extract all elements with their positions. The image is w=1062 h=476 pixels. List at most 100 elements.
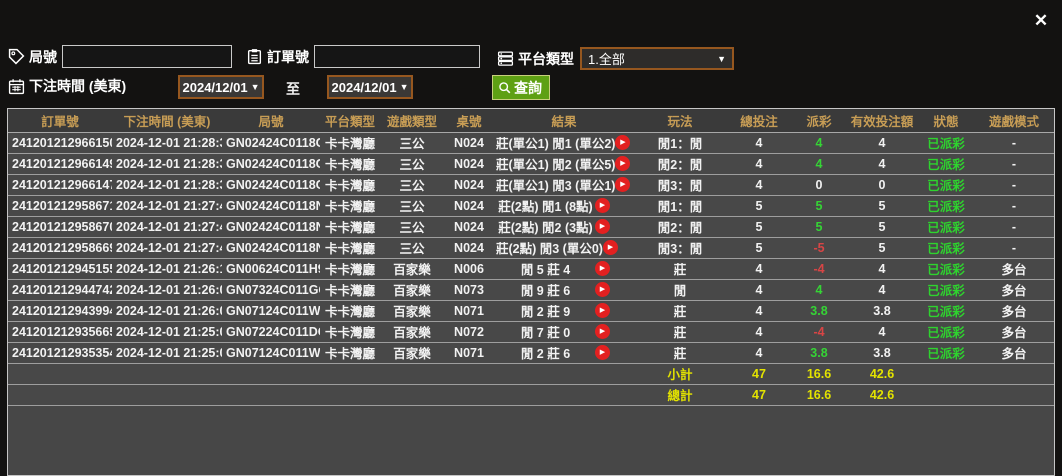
cell-round-no: GN02424C0118N (222, 237, 320, 259)
platform-select[interactable]: 1.全部 ▼ (580, 47, 734, 70)
cell-bet-time: 2024-12-01 21:26:10 (112, 258, 222, 280)
cell-game-type: 三公 (380, 237, 444, 259)
column-header: 訂單號 (8, 109, 112, 133)
cell-table-no: N071 (444, 300, 494, 322)
date-to-picker[interactable]: 2024/12/01 ▼ (327, 75, 413, 99)
replay-button[interactable]: ▶ (595, 261, 610, 276)
chevron-down-icon: ▼ (399, 82, 409, 92)
cell-table-no: N024 (444, 174, 494, 196)
close-button[interactable]: ✕ (1030, 10, 1052, 32)
cell-play-type: 閒1：閒 (634, 195, 726, 217)
column-header: 派彩 (792, 109, 846, 133)
replay-button[interactable]: ▶ (615, 177, 631, 192)
cell-play-type: 閒2：閒 (634, 216, 726, 238)
cell-order-no: 241201212966149 (8, 153, 112, 175)
replay-button[interactable]: ▶ (595, 303, 610, 318)
subtotal-row-total-bet: 47 (726, 363, 792, 385)
cell-valid-bet: 4 (846, 153, 918, 175)
bet-records-table: 訂單號 下注時間 (美東) 局號 平台類型 遊戲類型 桌號 結果 玩法 總投注 派彩 有效投注額 狀態… (8, 109, 1054, 406)
tag-icon (8, 48, 25, 65)
cell-play-type: 閒1：閒 (634, 132, 726, 154)
bet-records-panel: 訂單號 下注時間 (美東) 局號 平台類型 遊戲類型 桌號 結果 玩法 總投注 派彩 有效投注額 狀態… (7, 108, 1055, 476)
cell-platform: 卡卡灣廳 (320, 258, 380, 280)
round-number-input[interactable] (62, 45, 232, 68)
column-header: 局號 (222, 109, 320, 133)
cell-round-no: GN00624C011H9 (222, 258, 320, 280)
cell-status: 已派彩 (918, 300, 974, 322)
cell-play-type: 閒2：閒 (634, 153, 726, 175)
chevron-down-icon: ▼ (717, 53, 726, 64)
cell-game-type: 三公 (380, 132, 444, 154)
column-header: 有效投注額 (846, 109, 918, 133)
cell-result: 莊(單公1) 閒1 (單公2) ▶ (494, 132, 634, 154)
cell-total-bet: 4 (726, 321, 792, 343)
cell-total-bet: 5 (726, 195, 792, 217)
cell-valid-bet: 4 (846, 279, 918, 301)
cell-table-no: N024 (444, 153, 494, 175)
table-body: 241201212966150 2024-12-01 21:28:35 GN0242… (8, 132, 1054, 406)
cell-round-no: GN02424C0118N (222, 195, 320, 217)
cell-bet-time: 2024-12-01 21:28:35 (112, 153, 222, 175)
order-number-label: 訂單號 (267, 48, 309, 65)
bet-time-label: 下注時間 (美東) (29, 78, 127, 94)
search-button[interactable]: 查詢 (492, 75, 550, 100)
cell-bet-time: 2024-12-01 21:25:06 (112, 342, 222, 364)
replay-button[interactable]: ▶ (615, 135, 631, 150)
table-row: 241201212943994 2024-12-01 21:26:03 GN0712… (8, 300, 1054, 322)
cell-round-no: GN07124C011WU (222, 300, 320, 322)
cell-play-type: 莊 (634, 342, 726, 364)
replay-button[interactable]: ▶ (602, 240, 618, 255)
cell-order-no: 241201212945155 (8, 258, 112, 280)
replay-button[interactable]: ▶ (595, 345, 610, 360)
cell-mode: 多台 (974, 279, 1054, 301)
date-from-value: 2024/12/01 (182, 79, 248, 95)
grand-total-row-valid-bet: 42.6 (846, 384, 918, 406)
replay-button[interactable]: ▶ (615, 156, 631, 171)
result-text: 莊(單公1) 閒2 (單公5) (496, 158, 616, 172)
cell-order-no: 241201212958671 (8, 195, 112, 217)
cell-payout: 4 (792, 132, 846, 154)
cell-valid-bet: 3.8 (846, 342, 918, 364)
result-text: 莊(單公1) 閒3 (單公1) (496, 179, 616, 193)
replay-button[interactable]: ▶ (595, 219, 610, 234)
cell-bet-time: 2024-12-01 21:26:03 (112, 300, 222, 322)
cell-payout: 5 (792, 195, 846, 217)
subtotal-row: 小計 47 16.6 42.6 (8, 363, 1054, 385)
cell-game-type: 三公 (380, 216, 444, 238)
cell-mode: - (974, 132, 1054, 154)
table-row: 241201212966150 2024-12-01 21:28:35 GN0242… (8, 132, 1054, 154)
date-from-picker[interactable]: 2024/12/01 ▼ (178, 75, 264, 99)
table-row: 241201212945155 2024-12-01 21:26:10 GN0062… (8, 258, 1054, 280)
cell-play-type: 莊 (634, 258, 726, 280)
cell-table-no: N024 (444, 237, 494, 259)
cell-status: 已派彩 (918, 132, 974, 154)
column-header: 桌號 (444, 109, 494, 133)
platform-select-value: 1.全部 (588, 52, 625, 67)
column-header: 總投注 (726, 109, 792, 133)
result-text: 莊(2點) 閒2 (3點) (498, 221, 593, 235)
cell-mode: - (974, 237, 1054, 259)
replay-button[interactable]: ▶ (595, 324, 610, 339)
cell-total-bet: 4 (726, 153, 792, 175)
cell-payout: 0 (792, 174, 846, 196)
cell-total-bet: 4 (726, 300, 792, 322)
cell-mode: 多台 (974, 321, 1054, 343)
cell-total-bet: 5 (726, 216, 792, 238)
order-number-input[interactable] (314, 45, 480, 68)
grand-total-row-total-bet: 47 (726, 384, 792, 406)
replay-button[interactable]: ▶ (595, 198, 610, 213)
cell-platform: 卡卡灣廳 (320, 174, 380, 196)
replay-button[interactable]: ▶ (595, 282, 610, 297)
table-row: 241201212958669 2024-12-01 21:27:43 GN0242… (8, 237, 1054, 259)
cell-play-type: 莊 (634, 321, 726, 343)
cell-status: 已派彩 (918, 216, 974, 238)
cell-order-no: 241201212958670 (8, 216, 112, 238)
column-header: 玩法 (634, 109, 726, 133)
cell-round-no: GN02424C0118O (222, 153, 320, 175)
cell-status: 已派彩 (918, 258, 974, 280)
cell-valid-bet: 3.8 (846, 300, 918, 322)
cell-order-no: 241201212935665 (8, 321, 112, 343)
cell-bet-time: 2024-12-01 21:28:35 (112, 174, 222, 196)
column-header: 遊戲類型 (380, 109, 444, 133)
cell-total-bet: 4 (726, 342, 792, 364)
